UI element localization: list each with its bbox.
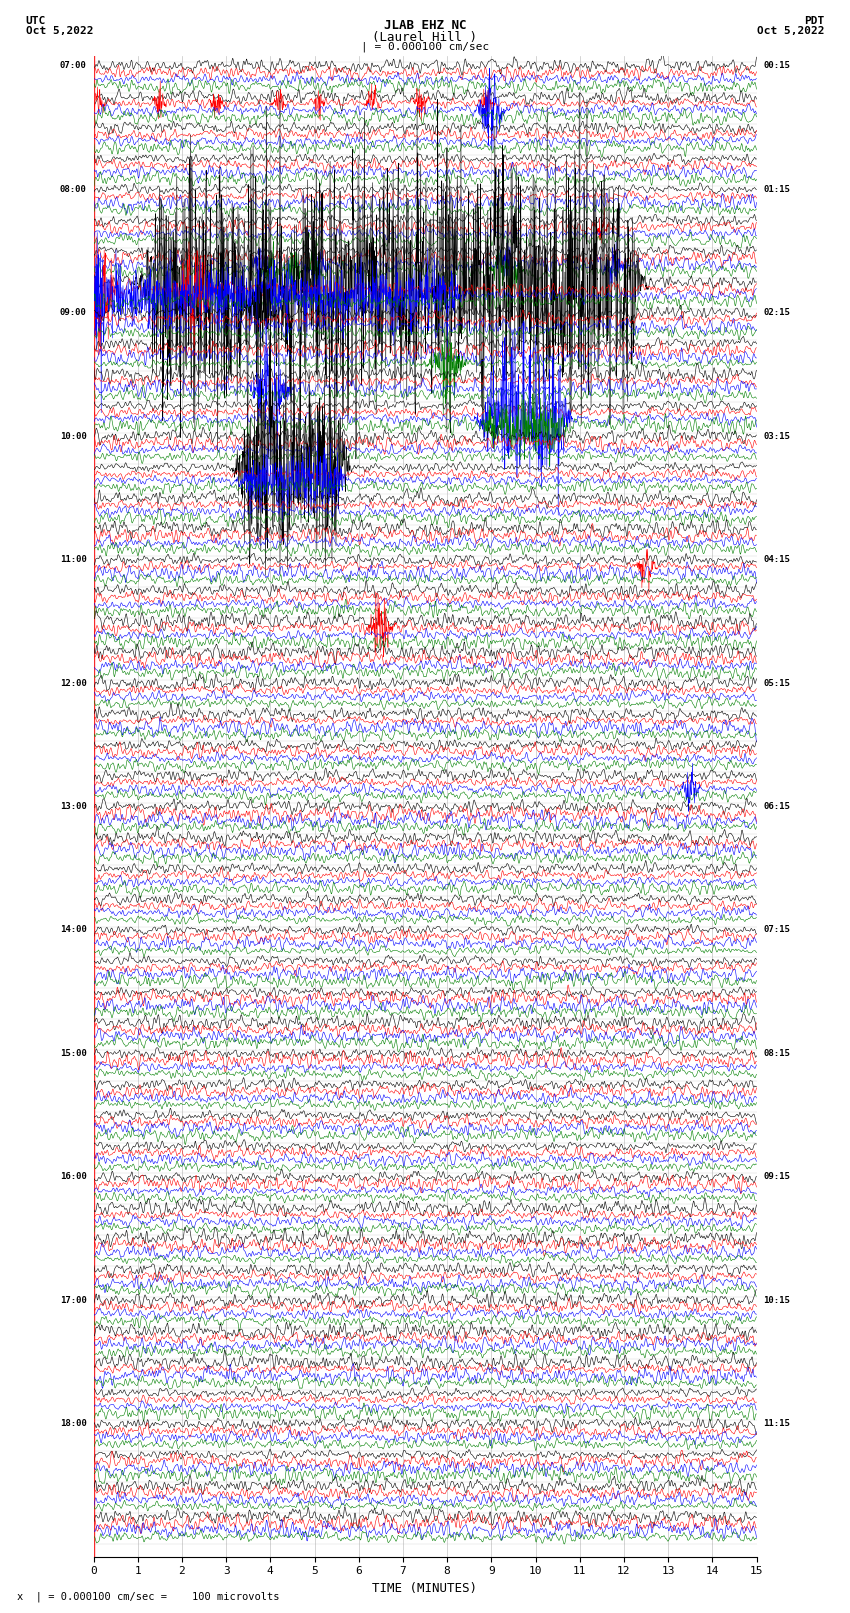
Text: 00:15: 00:15 (763, 61, 790, 71)
Text: 04:15: 04:15 (763, 555, 790, 565)
Text: 16:00: 16:00 (60, 1173, 87, 1181)
Text: 05:15: 05:15 (763, 679, 790, 687)
Text: 13:00: 13:00 (60, 802, 87, 811)
Text: 15:00: 15:00 (60, 1048, 87, 1058)
Text: 07:15: 07:15 (763, 926, 790, 934)
Text: x  | = 0.000100 cm/sec =    100 microvolts: x | = 0.000100 cm/sec = 100 microvolts (17, 1590, 280, 1602)
Text: 03:15: 03:15 (763, 432, 790, 440)
Text: | = 0.000100 cm/sec: | = 0.000100 cm/sec (361, 42, 489, 53)
Text: 09:00: 09:00 (60, 308, 87, 318)
Text: 08:15: 08:15 (763, 1048, 790, 1058)
Text: Oct 5,2022: Oct 5,2022 (757, 26, 824, 35)
Text: 11:15: 11:15 (763, 1419, 790, 1429)
Text: 09:15: 09:15 (763, 1173, 790, 1181)
Text: 10:15: 10:15 (763, 1295, 790, 1305)
Text: Oct 5,2022: Oct 5,2022 (26, 26, 93, 35)
Text: 02:15: 02:15 (763, 308, 790, 318)
Text: 08:00: 08:00 (60, 184, 87, 194)
Text: 07:00: 07:00 (60, 61, 87, 71)
Text: UTC: UTC (26, 16, 46, 26)
Text: 11:00: 11:00 (60, 555, 87, 565)
Text: 17:00: 17:00 (60, 1295, 87, 1305)
Text: 06:15: 06:15 (763, 802, 790, 811)
Text: 01:15: 01:15 (763, 184, 790, 194)
X-axis label: TIME (MINUTES): TIME (MINUTES) (372, 1582, 478, 1595)
Text: 18:00: 18:00 (60, 1419, 87, 1429)
Text: (Laurel Hill ): (Laurel Hill ) (372, 31, 478, 44)
Text: 12:00: 12:00 (60, 679, 87, 687)
Text: PDT: PDT (804, 16, 824, 26)
Text: JLAB EHZ NC: JLAB EHZ NC (383, 19, 467, 32)
Text: 10:00: 10:00 (60, 432, 87, 440)
Text: 14:00: 14:00 (60, 926, 87, 934)
